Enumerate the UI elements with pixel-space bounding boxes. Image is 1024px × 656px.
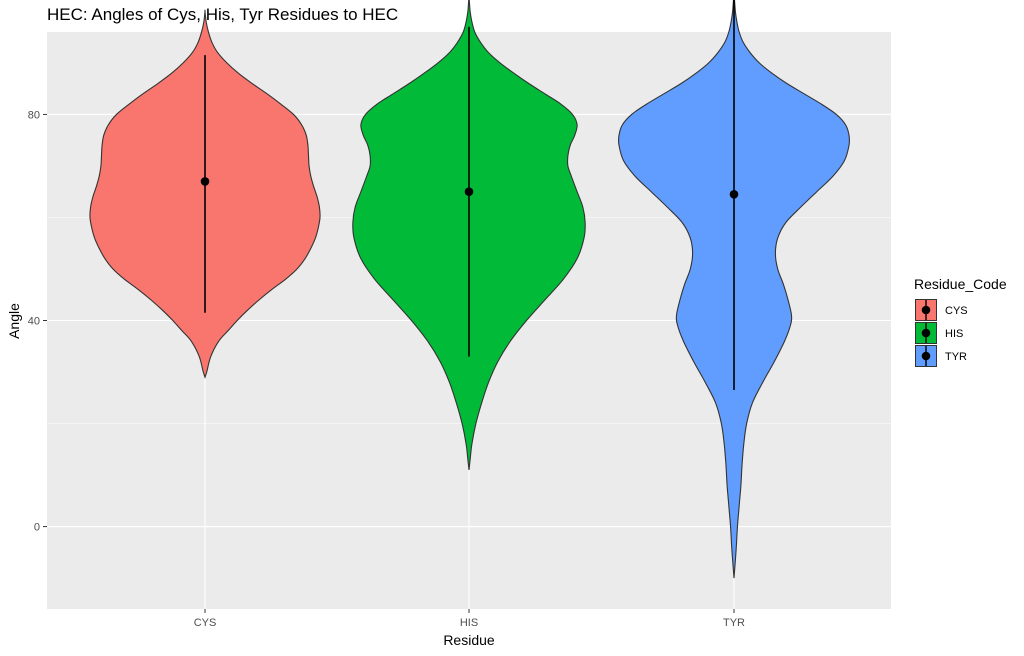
x-tick-label-his: HIS — [460, 617, 478, 629]
y-tick-label: 40 — [28, 316, 40, 328]
legend-label-cys: CYS — [945, 305, 968, 317]
mean-point-cys — [200, 177, 210, 186]
y-axis: 0 40 80 — [28, 109, 47, 534]
y-axis-title: Angle — [6, 303, 22, 339]
legend-point — [921, 351, 931, 361]
violins — [89, 0, 851, 579]
x-tick-label-tyr: TYR — [723, 617, 745, 629]
legend-point — [921, 328, 931, 338]
legend-label-his: HIS — [945, 328, 963, 340]
x-axis: CYS HIS TYR — [194, 609, 745, 629]
legend: Residue_Code CYS HIS TYR — [914, 276, 1007, 367]
y-tick-label: 80 — [28, 109, 40, 121]
y-tick-label: 0 — [34, 522, 40, 534]
x-tick-label-cys: CYS — [194, 617, 217, 629]
chart-title: HEC: Angles of Cys, His, Tyr Residues to… — [47, 5, 398, 24]
mean-point-tyr — [729, 189, 739, 199]
legend-point — [921, 305, 931, 315]
mean-point-his — [464, 187, 474, 197]
x-axis-title: Residue — [443, 632, 495, 648]
legend-title: Residue_Code — [914, 276, 1007, 292]
legend-label-tyr: TYR — [945, 351, 967, 363]
